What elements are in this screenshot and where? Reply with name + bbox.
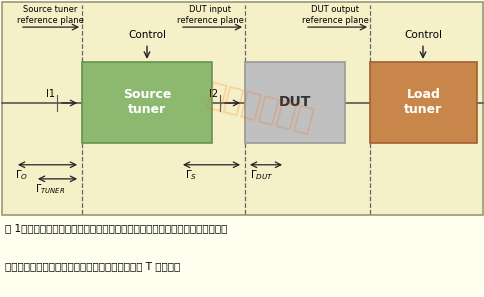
Text: $\Gamma_O$: $\Gamma_O$ bbox=[15, 168, 28, 182]
Text: 图 1：负载拉移测量方法的双端口网络示意图。调谐器双端口模块包括调谐器、: 图 1：负载拉移测量方法的双端口网络示意图。调谐器双端口模块包括调谐器、 bbox=[5, 223, 227, 233]
Text: DUT input
reference plane: DUT input reference plane bbox=[176, 5, 243, 25]
Text: I2: I2 bbox=[209, 89, 217, 99]
Text: Control: Control bbox=[128, 30, 166, 40]
Text: DUT output
reference plane: DUT output reference plane bbox=[301, 5, 368, 25]
Text: $\Gamma_{TUNER}$: $\Gamma_{TUNER}$ bbox=[35, 182, 65, 196]
Text: $\Gamma_{DUT}$: $\Gamma_{DUT}$ bbox=[249, 168, 273, 182]
Text: Control: Control bbox=[403, 30, 441, 40]
Text: Source
tuner: Source tuner bbox=[122, 89, 171, 116]
Bar bbox=[244, 62, 344, 143]
Bar bbox=[369, 62, 476, 143]
Text: Load
tuner: Load tuner bbox=[404, 89, 442, 116]
Text: DUT: DUT bbox=[278, 95, 311, 109]
Text: I1: I1 bbox=[46, 89, 55, 99]
Bar bbox=[82, 62, 212, 143]
Text: $\Gamma_S$: $\Gamma_S$ bbox=[184, 168, 197, 182]
Text: Source tuner
reference plane: Source tuner reference plane bbox=[16, 5, 83, 25]
Text: 连接器与线缆、探针（在适用的情况下还包括偏压 T 形头）。: 连接器与线缆、探针（在适用的情况下还包括偏压 T 形头）。 bbox=[5, 261, 180, 271]
Text: 电子系统设计: 电子系统设计 bbox=[203, 80, 316, 137]
